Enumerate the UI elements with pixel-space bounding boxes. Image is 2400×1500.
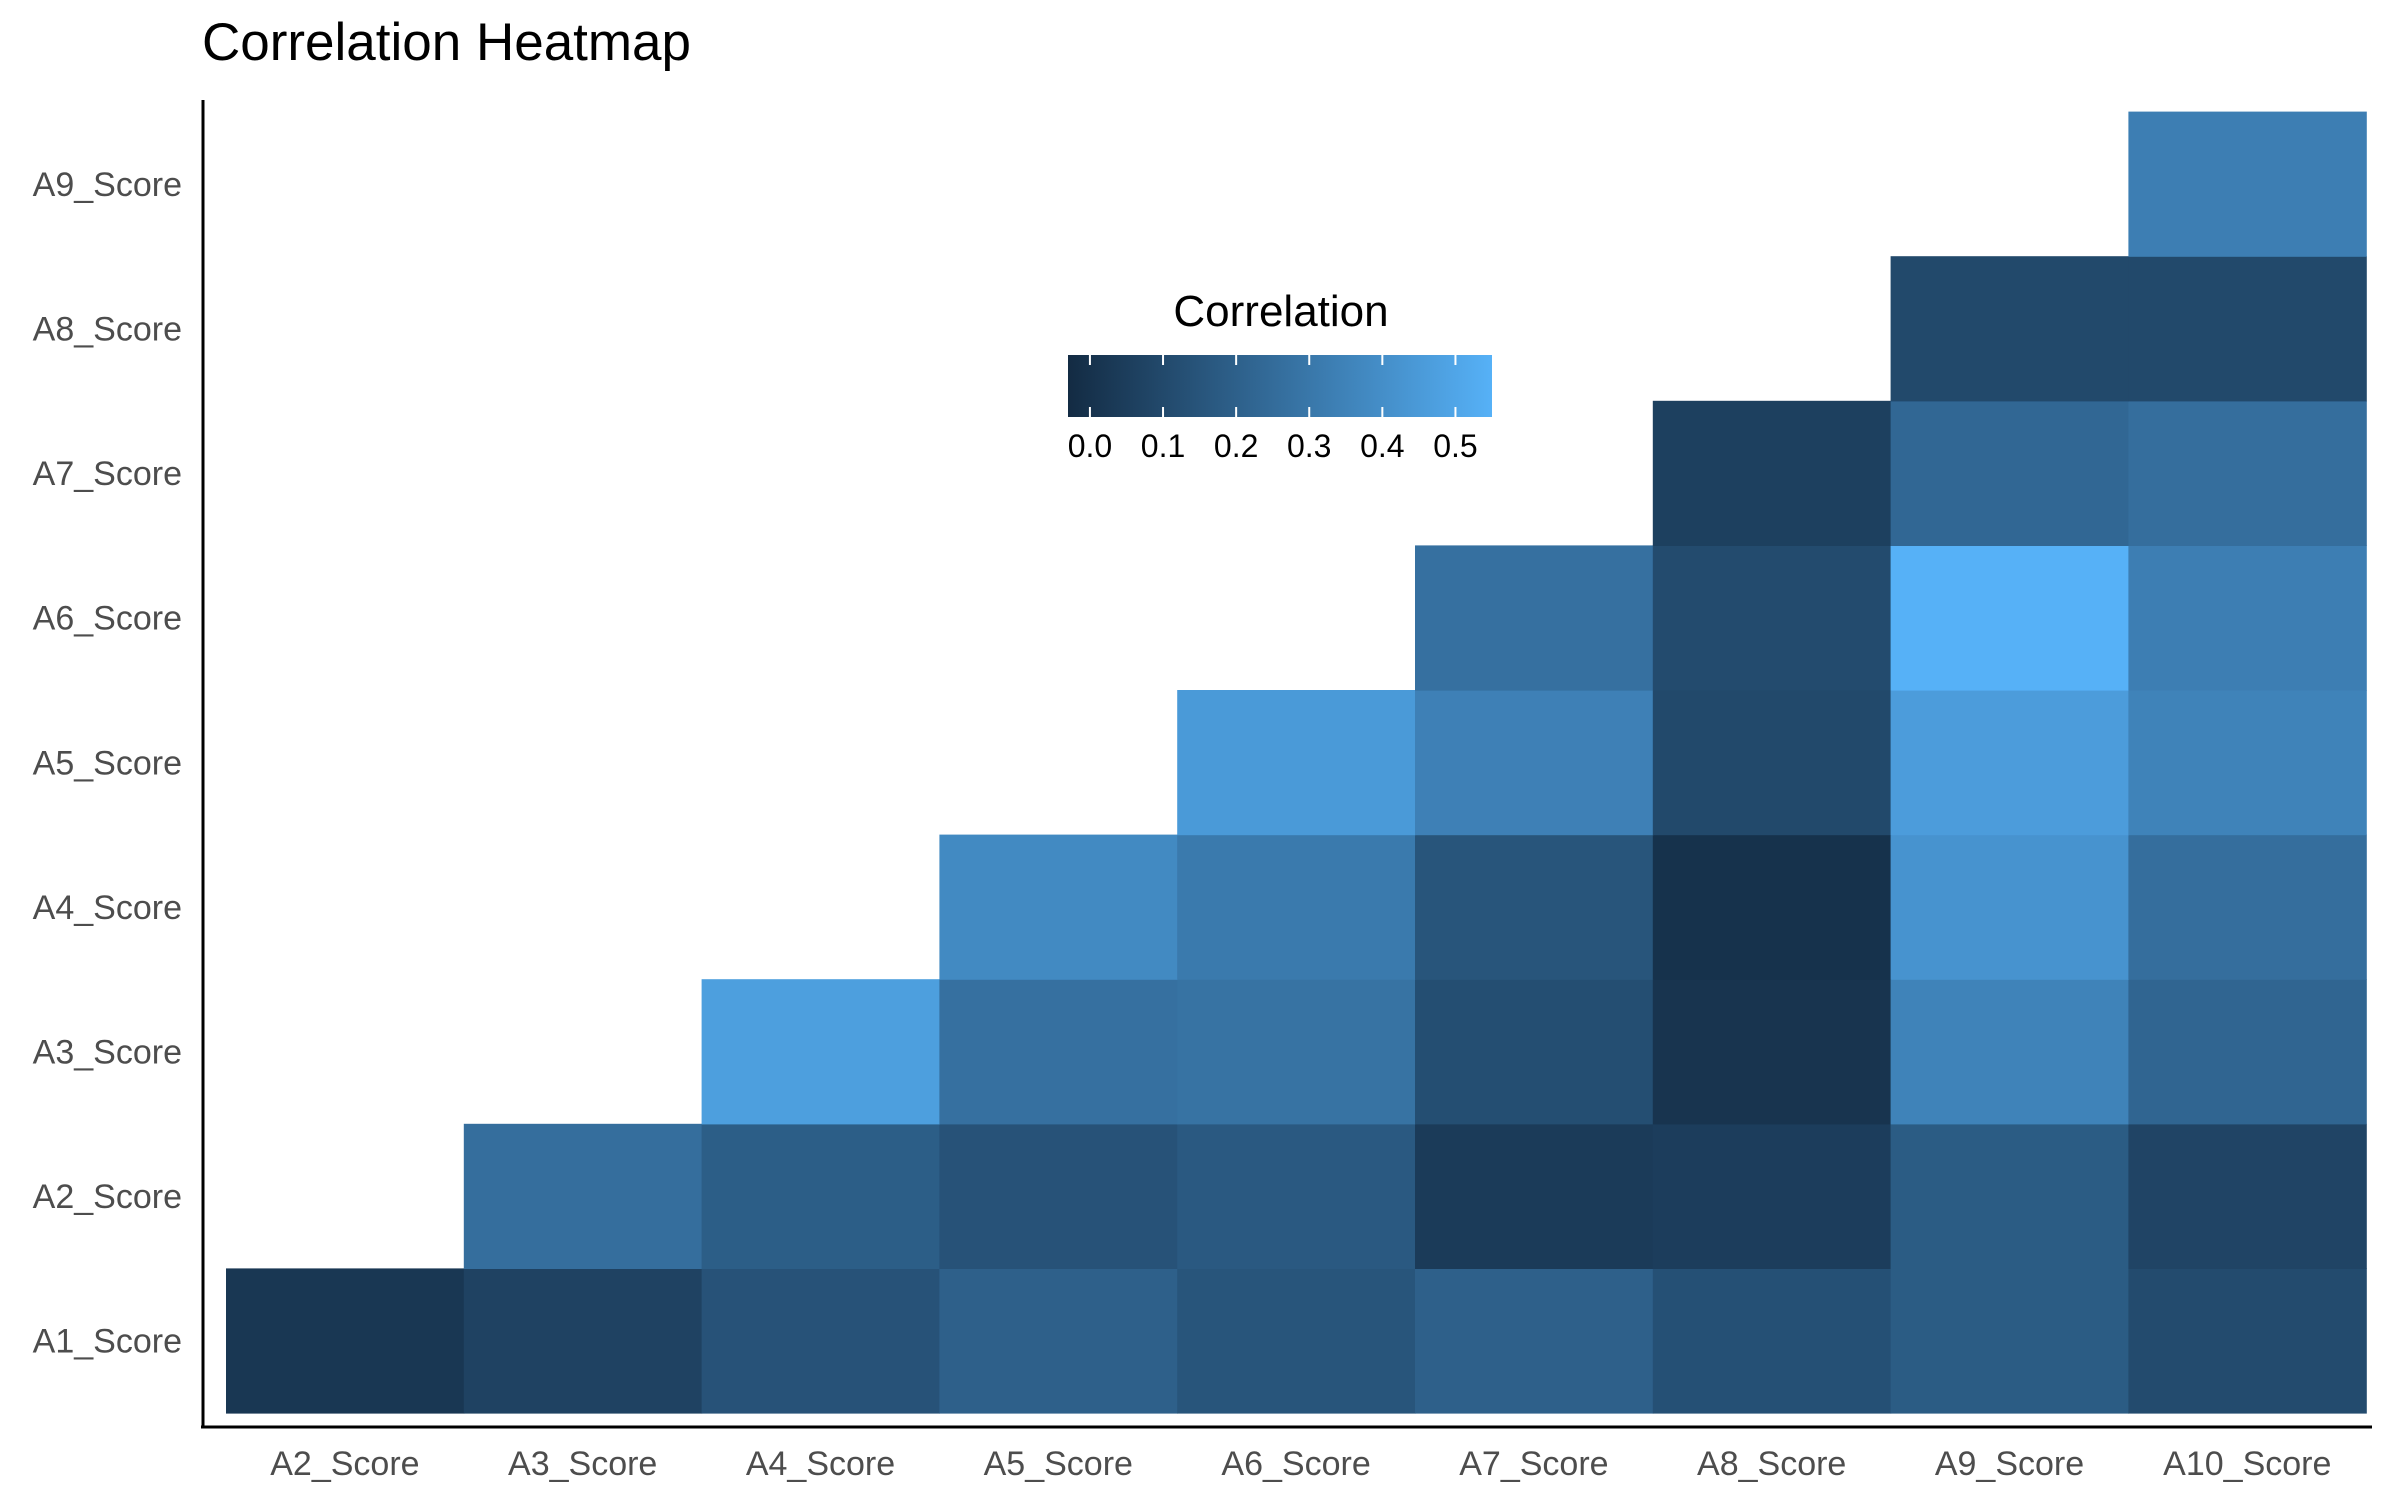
legend-tick-label: 0.5	[1433, 428, 1477, 464]
heatmap-cell-A9_Score-A4_Score	[1890, 834, 2129, 980]
heatmap-cell-A8_Score-A7_Score	[1652, 400, 1892, 546]
heatmap-cell-A8_Score-A2_Score	[1652, 1123, 1892, 1269]
heatmap-cell-A8_Score-A6_Score	[1652, 545, 1892, 691]
heatmap-cell-A4_Score-A3_Score	[701, 979, 940, 1125]
legend-tick-label: 0.4	[1360, 428, 1404, 464]
heatmap-cell-A9_Score-A6_Score	[1890, 545, 2129, 691]
heatmap-cell-A8_Score-A4_Score	[1652, 834, 1892, 980]
x-tick-label: A6_Score	[1221, 1445, 1370, 1483]
x-tick-label: A10_Score	[2163, 1445, 2331, 1483]
heatmap-cell-A5_Score-A3_Score	[939, 979, 1178, 1125]
heatmap-cell-A9_Score-A1_Score	[1890, 1268, 2129, 1414]
x-tick-label: A9_Score	[1935, 1445, 2084, 1483]
heatmap-cell-A9_Score-A7_Score	[1890, 400, 2129, 546]
legend-colorbar	[1068, 355, 1492, 417]
y-tick-label: A8_Score	[33, 311, 182, 349]
heatmap-cell-A7_Score-A4_Score	[1415, 834, 1654, 980]
y-tick-label: A4_Score	[33, 889, 182, 927]
x-tick-label: A5_Score	[984, 1445, 1133, 1483]
heatmap-cell-A7_Score-A2_Score	[1415, 1123, 1654, 1269]
heatmap-cell-A8_Score-A1_Score	[1652, 1268, 1892, 1414]
heatmap-cell-A5_Score-A2_Score	[939, 1123, 1178, 1269]
heatmap-cell-A4_Score-A1_Score	[701, 1268, 940, 1414]
x-tick-label: A8_Score	[1697, 1445, 1846, 1483]
legend-tick-label: 0.3	[1287, 428, 1331, 464]
heatmap-cell-A10_Score-A5_Score	[2128, 690, 2367, 836]
heatmap-cell-A10_Score-A8_Score	[2128, 256, 2367, 402]
heatmap-cell-A5_Score-A1_Score	[939, 1268, 1178, 1414]
legend-tick-label: 0.0	[1068, 428, 1112, 464]
y-tick-label: A6_Score	[33, 600, 182, 638]
y-tick-label: A1_Score	[33, 1323, 182, 1361]
y-tick-label: A9_Score	[33, 166, 182, 204]
heatmap-cell-A7_Score-A5_Score	[1415, 690, 1654, 836]
heatmap-cells	[226, 111, 2367, 1414]
heatmap-cell-A5_Score-A4_Score	[939, 834, 1178, 980]
y-tick-label: A3_Score	[33, 1034, 182, 1072]
x-tick-label: A3_Score	[508, 1445, 657, 1483]
legend-title: Correlation	[1173, 287, 1388, 336]
heatmap-cell-A9_Score-A3_Score	[1890, 979, 2129, 1125]
heatmap-cell-A6_Score-A3_Score	[1177, 979, 1416, 1125]
y-axis-tick-labels: A1_Score A2_Score A3_Score A4_Score A5_Score…	[33, 166, 182, 1361]
heatmap-cell-A7_Score-A1_Score	[1415, 1268, 1654, 1414]
chart-title: Correlation Heatmap	[202, 13, 691, 72]
heatmap-cell-A10_Score-A9_Score	[2128, 111, 2367, 257]
x-tick-label: A4_Score	[746, 1445, 895, 1483]
heatmap-cell-A10_Score-A6_Score	[2128, 545, 2367, 691]
heatmap-cell-A6_Score-A5_Score	[1177, 690, 1416, 836]
heatmap-cell-A10_Score-A3_Score	[2128, 979, 2367, 1125]
y-tick-label: A7_Score	[33, 455, 182, 493]
heatmap-cell-A3_Score-A1_Score	[463, 1268, 703, 1414]
heatmap-cell-A9_Score-A2_Score	[1890, 1123, 2129, 1269]
heatmap-cell-A2_Score-A1_Score	[226, 1268, 465, 1414]
x-tick-label: A2_Score	[270, 1445, 419, 1483]
x-axis-tick-labels: A2_Score A3_Score A4_Score A5_Score A6_Score…	[270, 1445, 2331, 1483]
heatmap-cell-A9_Score-A8_Score	[1890, 256, 2129, 402]
heatmap-cell-A10_Score-A1_Score	[2128, 1268, 2367, 1414]
heatmap-cell-A7_Score-A6_Score	[1415, 545, 1654, 691]
heatmap-cell-A6_Score-A4_Score	[1177, 834, 1416, 980]
heatmap-cell-A6_Score-A1_Score	[1177, 1268, 1416, 1414]
heatmap-cell-A3_Score-A2_Score	[463, 1123, 703, 1269]
heatmap-cell-A4_Score-A2_Score	[701, 1123, 940, 1269]
heatmap-cell-A8_Score-A3_Score	[1652, 979, 1892, 1125]
legend: Correlation 0.0 0.1 0.2 0.3 0.4 0.5	[1068, 287, 1492, 464]
legend-tick-label: 0.1	[1141, 428, 1185, 464]
heatmap-cell-A7_Score-A3_Score	[1415, 979, 1654, 1125]
heatmap-cell-A10_Score-A7_Score	[2128, 400, 2367, 546]
legend-tick-label: 0.2	[1214, 428, 1258, 464]
heatmap-cell-A6_Score-A2_Score	[1177, 1123, 1416, 1269]
heatmap-cell-A8_Score-A5_Score	[1652, 690, 1892, 836]
heatmap-cell-A9_Score-A5_Score	[1890, 690, 2129, 836]
legend-ticks: 0.0 0.1 0.2 0.3 0.4 0.5	[1068, 355, 1478, 464]
y-tick-label: A2_Score	[33, 1178, 182, 1216]
y-tick-label: A5_Score	[33, 744, 182, 782]
x-tick-label: A7_Score	[1459, 1445, 1608, 1483]
heatmap-cell-A10_Score-A2_Score	[2128, 1123, 2367, 1269]
heatmap-cell-A10_Score-A4_Score	[2128, 834, 2367, 980]
